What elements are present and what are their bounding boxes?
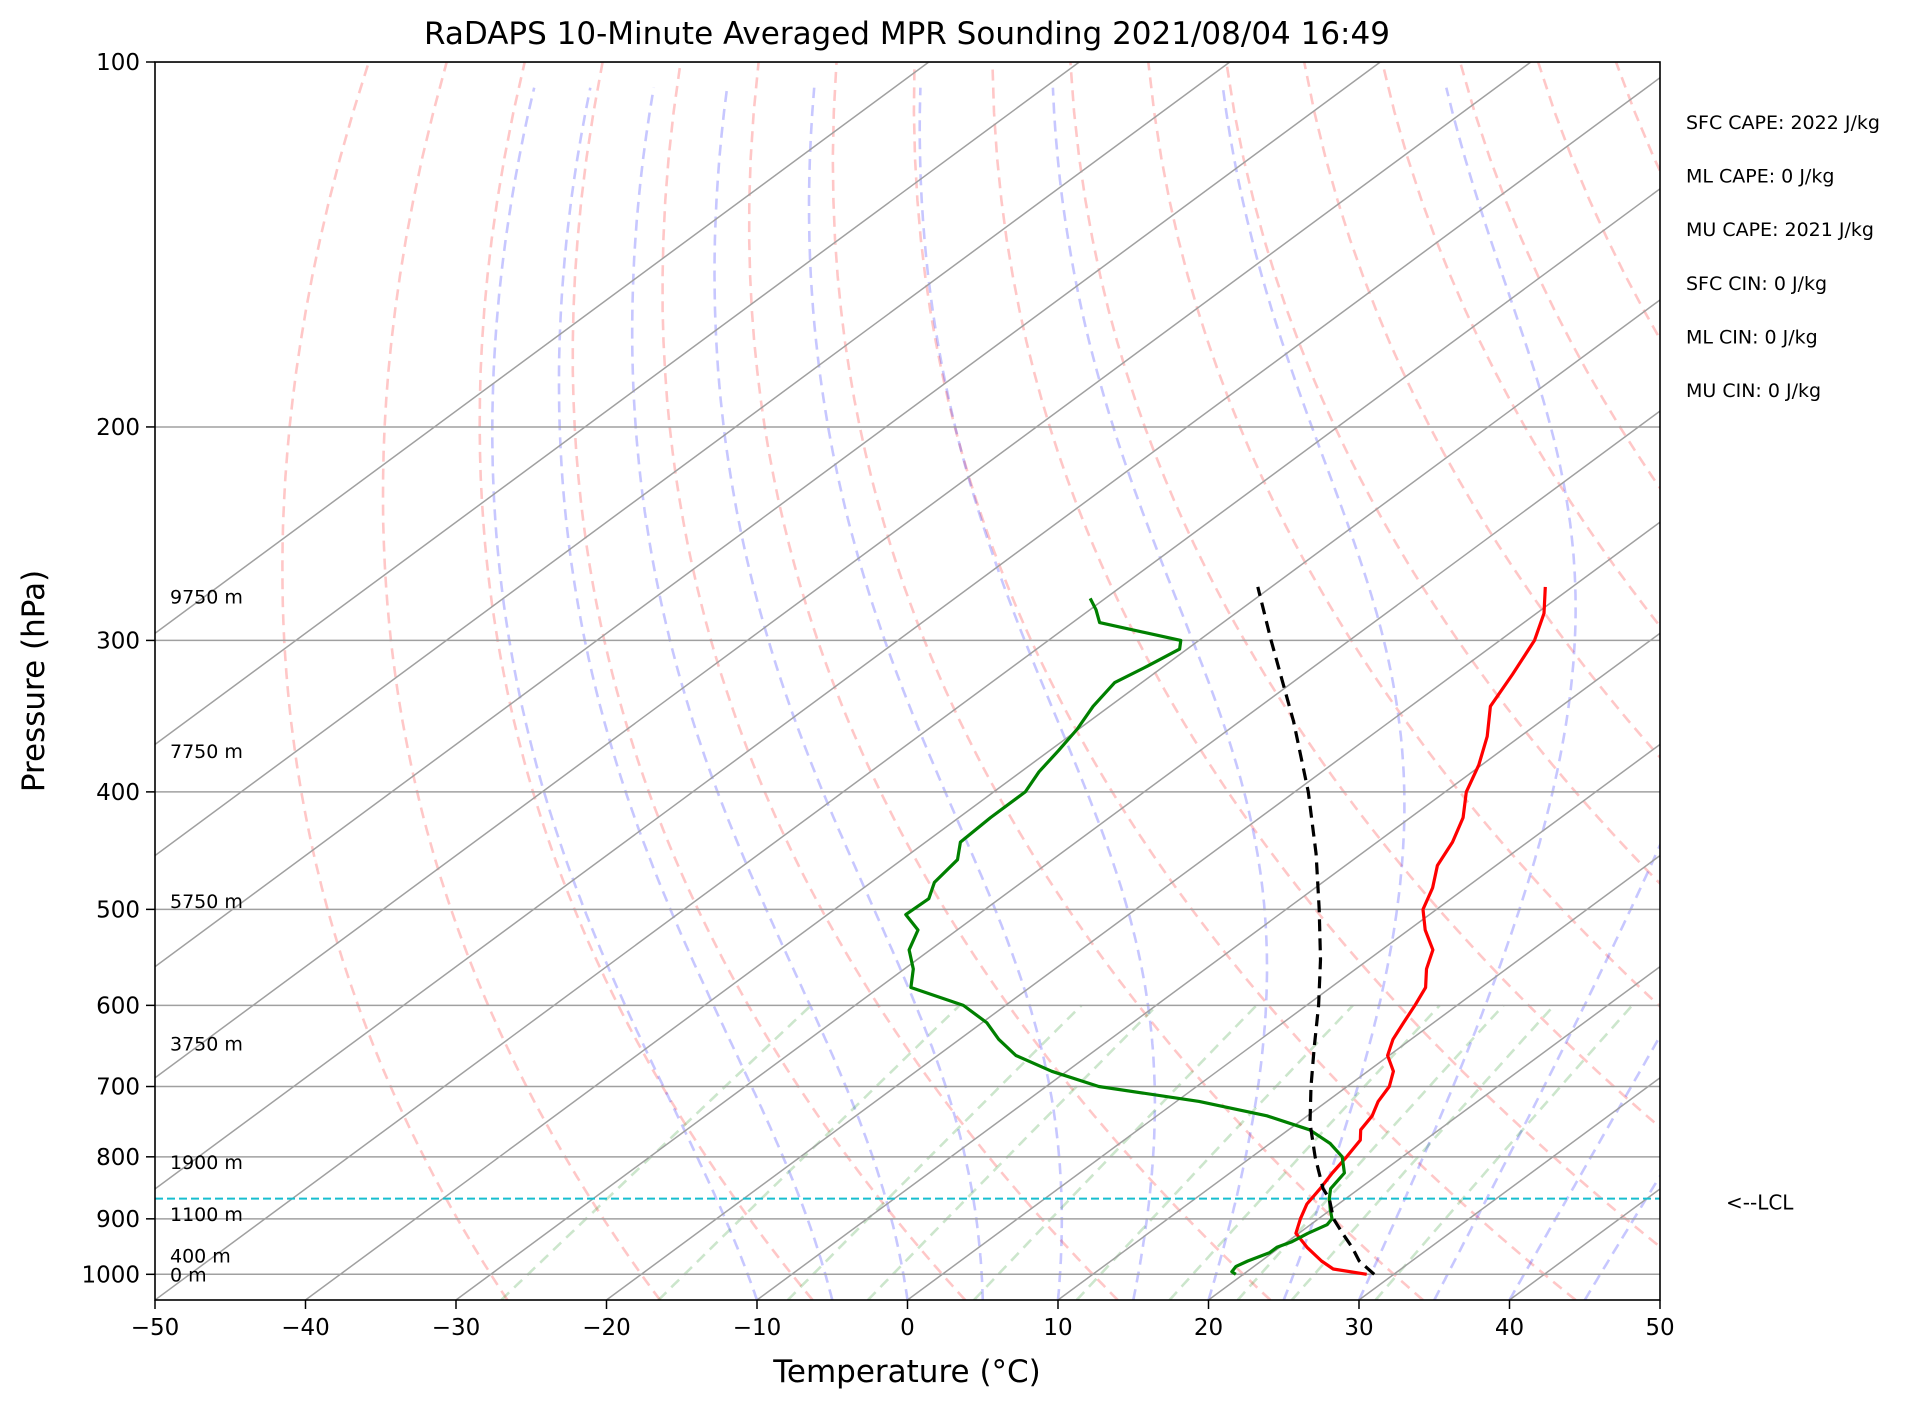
dry-adiabat (831, 62, 1424, 1300)
x-tick-label: 40 (1495, 1315, 1524, 1341)
moist-adiabat (557, 87, 834, 1300)
trace-layer (155, 586, 1660, 1276)
y-tick-label: 500 (96, 897, 140, 923)
dry-adiabat (1225, 62, 1660, 886)
isotherm (155, 62, 1532, 1079)
x-tick-label: −20 (582, 1315, 631, 1341)
isotherm (756, 632, 1660, 1300)
dry-adiabat (281, 62, 509, 1300)
x-tick-label: 30 (1344, 1315, 1373, 1341)
index-label: ML CIN: 0 J/kg (1686, 326, 1818, 348)
x-axis: −50 −40 −30 −20 −10 0 10 20 30 40 50 (131, 1300, 1675, 1341)
isotherm (155, 62, 930, 635)
parcel-trace (1256, 586, 1376, 1276)
x-axis-label: Temperature (°C) (772, 1354, 1041, 1390)
moist-adiabat (918, 87, 1157, 1300)
x-tick-label: −40 (281, 1315, 330, 1341)
moist-adiabat (713, 87, 985, 1300)
x-tick-label: 50 (1645, 1315, 1674, 1341)
isotherm (1057, 854, 1660, 1300)
y-tick-label: 800 (96, 1145, 140, 1171)
index-label: MU CIN: 0 J/kg (1686, 380, 1821, 402)
height-label: 0 m (170, 1264, 207, 1286)
isotherm (155, 76, 1660, 1190)
dry-adiabat (478, 62, 814, 1300)
height-label: 5750 m (170, 891, 243, 913)
height-label: 1100 m (170, 1204, 243, 1226)
mixing-ratio-line (1168, 1004, 1441, 1300)
x-tick-label: −30 (432, 1315, 481, 1341)
isotherm (1358, 1076, 1660, 1300)
mixing-ratio-line (786, 1004, 1083, 1300)
height-label: 9750 m (170, 587, 243, 609)
index-label: ML CAPE: 0 J/kg (1686, 166, 1834, 188)
isotherm (155, 62, 1231, 857)
height-label: 1900 m (170, 1152, 243, 1174)
mixing-ratio-line (1236, 1004, 1505, 1300)
x-tick-label: −10 (733, 1315, 782, 1341)
dry-adiabat (1069, 62, 1660, 1130)
height-label: 7750 m (170, 741, 243, 763)
temperature-trace (1294, 586, 1547, 1276)
height-labels: 9750 m 7750 m 5750 m 3750 m 1900 m 1100 m 400 … (170, 587, 243, 1287)
dry-adiabat (381, 62, 662, 1300)
chart-title: RaDAPS 10-Minute Averaged MPR Sounding 2… (424, 16, 1390, 52)
moist-adiabat (1583, 1173, 1660, 1300)
y-tick-label: 100 (96, 50, 140, 76)
y-tick-label: 900 (96, 1207, 140, 1233)
index-label: MU CAPE: 2021 J/kg (1686, 219, 1874, 241)
isotherm (155, 187, 1660, 1300)
mixing-ratio-line (1374, 1004, 1634, 1300)
y-tick-label: 400 (96, 780, 140, 806)
moist-adiabat (807, 87, 1064, 1300)
grid-layer (155, 62, 1660, 1300)
height-label: 400 m (170, 1246, 231, 1268)
x-tick-label: 20 (1194, 1315, 1223, 1341)
lcl-label: <--LCL (1726, 1191, 1794, 1215)
dry-adiabat (1302, 62, 1660, 760)
x-tick-label: 10 (1043, 1315, 1072, 1341)
isotherm (907, 743, 1660, 1300)
dry-adiabat (661, 62, 1119, 1300)
y-axis-label: Pressure (hPa) (16, 570, 52, 792)
mixing-ratio-line (866, 1004, 1158, 1300)
dewpoint-trace (904, 597, 1346, 1276)
moist-adiabat (1357, 87, 1577, 1300)
moist-adiabat (1508, 1033, 1660, 1300)
dry-adiabat (1380, 62, 1660, 629)
mixing-ratio-line (1290, 1004, 1556, 1300)
y-axis: 100 200 300 400 500 600 700 800 900 1000 (81, 50, 155, 1288)
isotherm (1208, 965, 1660, 1300)
dry-adiabat (912, 62, 1577, 1300)
dry-adiabat (991, 62, 1660, 1249)
isotherm (155, 62, 1080, 746)
y-tick-label: 1000 (81, 1262, 140, 1288)
dry-adiabat (571, 62, 967, 1300)
dry-adiabat (747, 62, 1272, 1300)
moist-adiabat (630, 87, 909, 1300)
mixing-ratio-line (657, 1004, 961, 1300)
moist-adiabat (1433, 842, 1660, 1300)
isotherm (155, 62, 1381, 968)
stability-indices: SFC CAPE: 2022 J/kg ML CAPE: 0 J/kg MU CAP… (1686, 112, 1880, 402)
y-tick-label: 700 (96, 1075, 140, 1101)
x-tick-label: −50 (131, 1315, 180, 1341)
moist-adiabat (1221, 87, 1406, 1300)
y-tick-label: 600 (96, 993, 140, 1019)
index-label: SFC CAPE: 2022 J/kg (1686, 112, 1880, 134)
y-tick-label: 200 (96, 415, 140, 441)
index-label: SFC CIN: 0 J/kg (1686, 273, 1827, 295)
isotherm (305, 299, 1660, 1300)
height-label: 3750 m (170, 1033, 243, 1055)
isotherm (606, 521, 1660, 1300)
x-tick-label: 0 (900, 1315, 915, 1341)
y-tick-label: 300 (96, 628, 140, 654)
mixing-ratio-line (500, 1004, 812, 1300)
isotherm (455, 410, 1660, 1300)
